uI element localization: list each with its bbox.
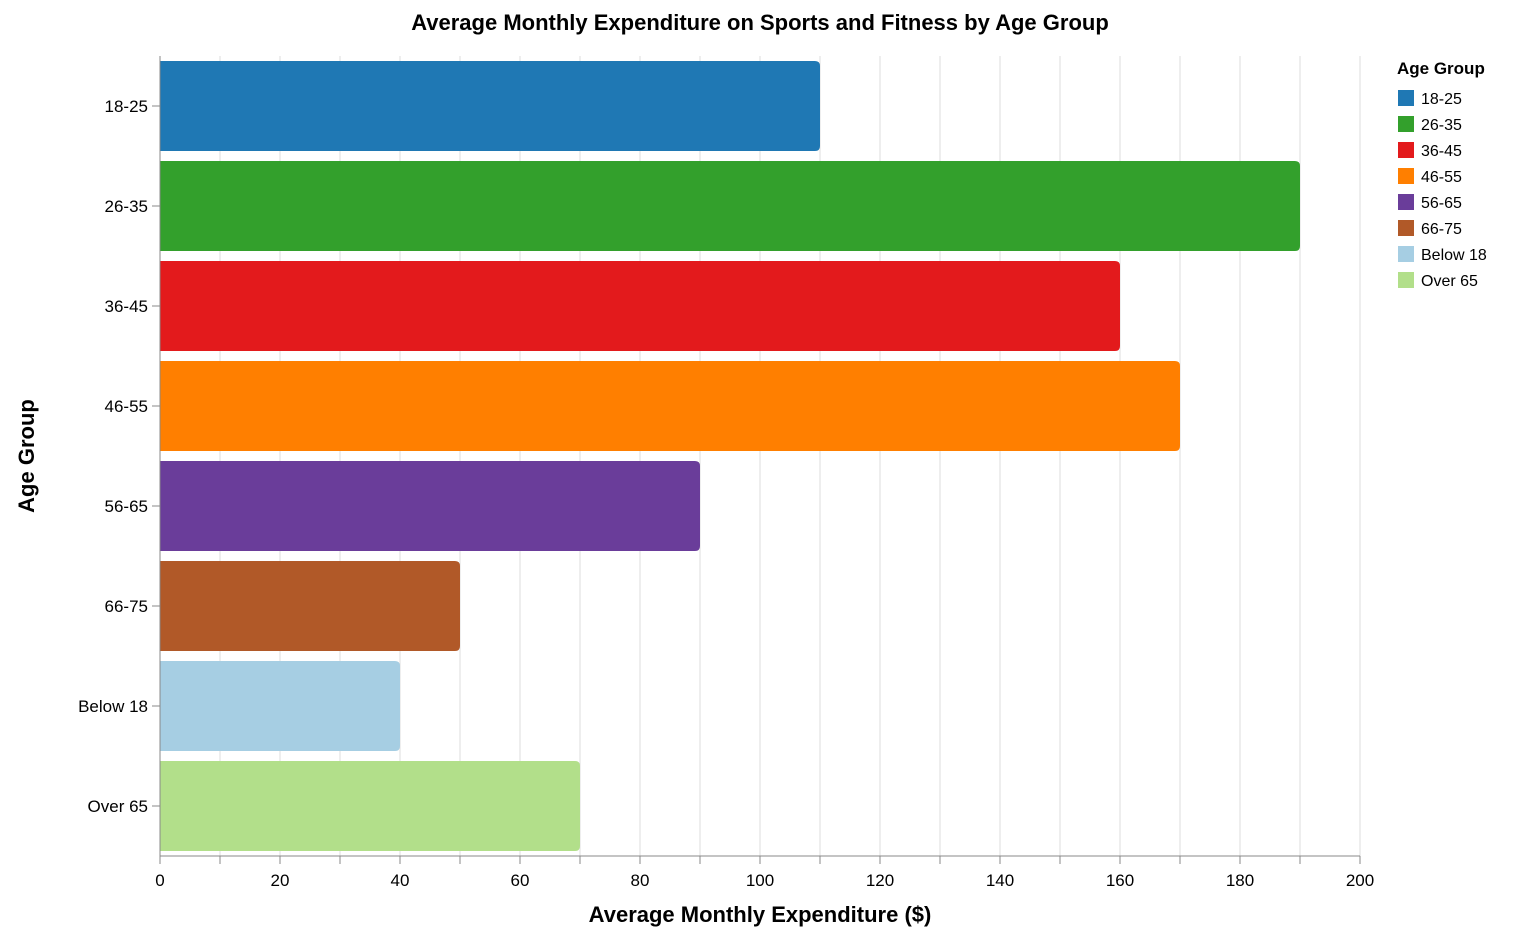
legend-label: Below 18 <box>1421 247 1487 264</box>
x-tick-label: 140 <box>986 871 1014 890</box>
legend-label: 36-45 <box>1421 143 1462 160</box>
bar-56-65 <box>160 461 700 551</box>
bars <box>160 61 1300 851</box>
legend-label: 66-75 <box>1421 221 1462 238</box>
chart-title: Average Monthly Expenditure on Sports an… <box>411 10 1109 35</box>
y-axis-title: Age Group <box>14 399 39 513</box>
legend-label: 26-35 <box>1421 117 1462 134</box>
bar-over-65 <box>160 761 580 851</box>
bar-below-18 <box>160 661 400 751</box>
bar-36-45 <box>160 261 1120 351</box>
y-tick-label: 36-45 <box>105 297 148 316</box>
x-tick-label: 80 <box>631 871 650 890</box>
bar-66-75 <box>160 561 460 651</box>
y-tick-label: 66-75 <box>105 597 148 616</box>
legend-swatch <box>1398 116 1414 132</box>
y-tick-label: 56-65 <box>105 497 148 516</box>
axes: 0 20 40 60 80 100 120 140 160 180 200 18-25 26-35 36-… <box>78 56 1374 890</box>
legend-label: 56-65 <box>1421 195 1462 212</box>
bar-26-35 <box>160 161 1300 251</box>
y-tick-label: Over 65 <box>88 797 148 816</box>
legend-swatch <box>1398 142 1414 158</box>
legend: Age Group 18-25 26-35 36-45 46-55 56-65 66-75… <box>1397 59 1487 290</box>
x-tick-label: 180 <box>1226 871 1254 890</box>
y-tick-label: 26-35 <box>105 197 148 216</box>
legend-swatch <box>1398 246 1414 262</box>
bar-18-25 <box>160 61 820 151</box>
legend-label: 46-55 <box>1421 169 1462 186</box>
legend-title: Age Group <box>1397 59 1485 78</box>
legend-swatch <box>1398 220 1414 236</box>
x-tick-label: 100 <box>746 871 774 890</box>
y-tick-label: 18-25 <box>105 97 148 116</box>
legend-swatch <box>1398 194 1414 210</box>
x-axis-title: Average Monthly Expenditure ($) <box>589 902 932 927</box>
x-tick-label: 0 <box>155 871 164 890</box>
x-tick-label: 20 <box>271 871 290 890</box>
x-tick-label: 120 <box>866 871 894 890</box>
x-tick-label: 60 <box>511 871 530 890</box>
legend-label: Over 65 <box>1421 273 1478 290</box>
x-tick-label: 160 <box>1106 871 1134 890</box>
legend-swatch <box>1398 272 1414 288</box>
legend-swatch <box>1398 90 1414 106</box>
legend-label: 18-25 <box>1421 91 1462 108</box>
y-tick-label: 46-55 <box>105 397 148 416</box>
x-tick-label: 200 <box>1346 871 1374 890</box>
legend-swatch <box>1398 168 1414 184</box>
bar-46-55 <box>160 361 1180 451</box>
x-tick-label: 40 <box>391 871 410 890</box>
y-tick-label: Below 18 <box>78 697 148 716</box>
